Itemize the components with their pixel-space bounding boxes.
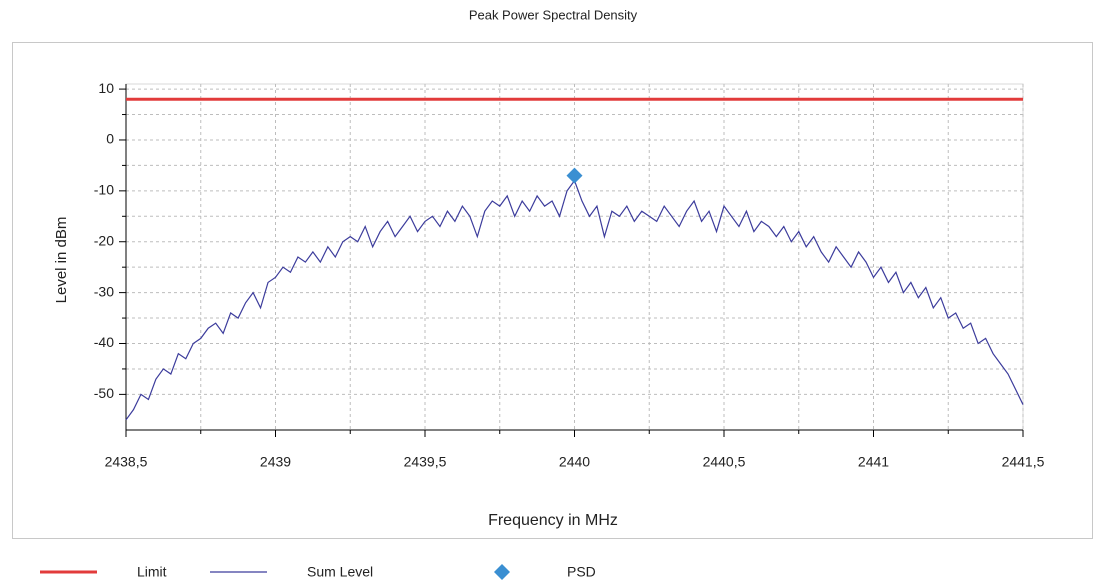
x-tick-label: 2440,5 <box>703 454 746 470</box>
chart-frame <box>12 42 1093 539</box>
x-tick-label: 2438,5 <box>105 454 148 470</box>
legend-label: Limit <box>137 564 167 580</box>
x-axis-label: Frequency in MHz <box>488 512 618 529</box>
psd-marker <box>566 167 583 184</box>
y-tick-label: -30 <box>94 283 114 299</box>
chart-title: Peak Power Spectral Density <box>469 7 638 22</box>
y-tick-label: -40 <box>94 334 114 350</box>
legend-label: PSD <box>567 564 596 580</box>
y-tick-label: -20 <box>94 232 114 248</box>
y-tick-label: 10 <box>98 80 114 96</box>
y-tick-label: -50 <box>94 385 114 401</box>
y-axis-label: Level in dBm <box>53 217 70 304</box>
y-tick-label: -10 <box>94 182 114 198</box>
legend-symbol <box>494 564 510 580</box>
x-tick-label: 2439 <box>260 454 291 470</box>
x-tick-label: 2439,5 <box>404 454 447 470</box>
x-tick-label: 2441 <box>858 454 889 470</box>
x-tick-label: 2440 <box>559 454 590 470</box>
x-tick-label: 2441,5 <box>1002 454 1045 470</box>
legend-label: Sum Level <box>307 564 373 580</box>
y-tick-label: 0 <box>106 131 114 147</box>
